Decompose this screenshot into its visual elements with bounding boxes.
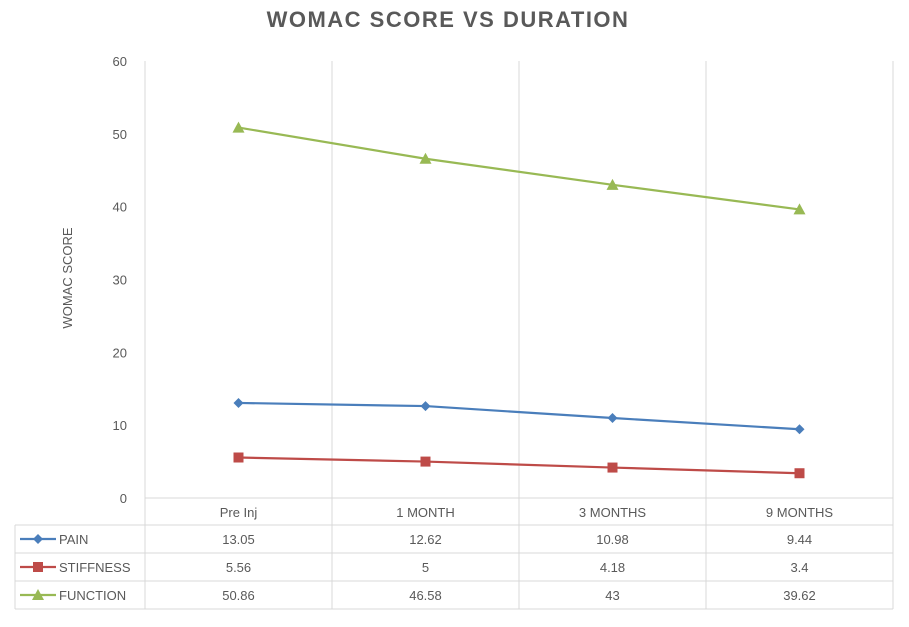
table-cell: 4.18 (600, 560, 625, 575)
data-point (794, 424, 805, 435)
series-line-pain (238, 401, 800, 431)
data-point (794, 468, 805, 479)
legend-marker (32, 589, 44, 600)
y-tick-label: 50 (113, 127, 127, 142)
table-cell: 9.44 (787, 532, 812, 547)
y-axis-label: WOMAC SCORE (60, 227, 75, 328)
data-point (419, 152, 432, 164)
table-cell: 39.62 (783, 588, 816, 603)
x-tick-label: 1 MONTH (396, 505, 455, 520)
table-cell: 13.05 (222, 532, 255, 547)
y-tick-label: 40 (113, 200, 127, 215)
y-tick-label: 10 (113, 418, 127, 433)
table-cell: 10.98 (596, 532, 629, 547)
x-tick-label: 3 MONTHS (579, 505, 647, 520)
series-line-function (238, 126, 800, 211)
data-point (233, 452, 244, 463)
table-cell: 46.58 (409, 588, 442, 603)
legend-label: STIFFNESS (59, 560, 131, 575)
table-cell: 43 (605, 588, 619, 603)
table-cell: 50.86 (222, 588, 255, 603)
data-point (232, 121, 245, 133)
table-cell: 3.4 (790, 560, 808, 575)
table-cell: 5.56 (226, 560, 251, 575)
series-line-stiffness (238, 456, 800, 475)
y-tick-label: 30 (113, 273, 127, 288)
table-cell: 5 (422, 560, 429, 575)
data-point (606, 178, 619, 190)
data-point (233, 397, 244, 408)
legend-marker (33, 562, 43, 572)
data-point (607, 413, 618, 424)
legend-label: FUNCTION (59, 588, 126, 603)
data-point (420, 401, 431, 412)
data-point (420, 456, 431, 467)
legend-label: PAIN (59, 532, 88, 547)
y-tick-label: 20 (113, 345, 127, 360)
x-tick-label: 9 MONTHS (766, 505, 834, 520)
y-tick-label: 60 (113, 54, 127, 69)
x-tick-label: Pre Inj (220, 505, 258, 520)
legend-marker (33, 534, 43, 544)
chart-title: WOMAC SCORE VS DURATION (267, 7, 630, 32)
data-point (793, 203, 806, 215)
y-tick-label: 0 (120, 491, 127, 506)
data-point (607, 462, 618, 473)
table-cell: 12.62 (409, 532, 442, 547)
